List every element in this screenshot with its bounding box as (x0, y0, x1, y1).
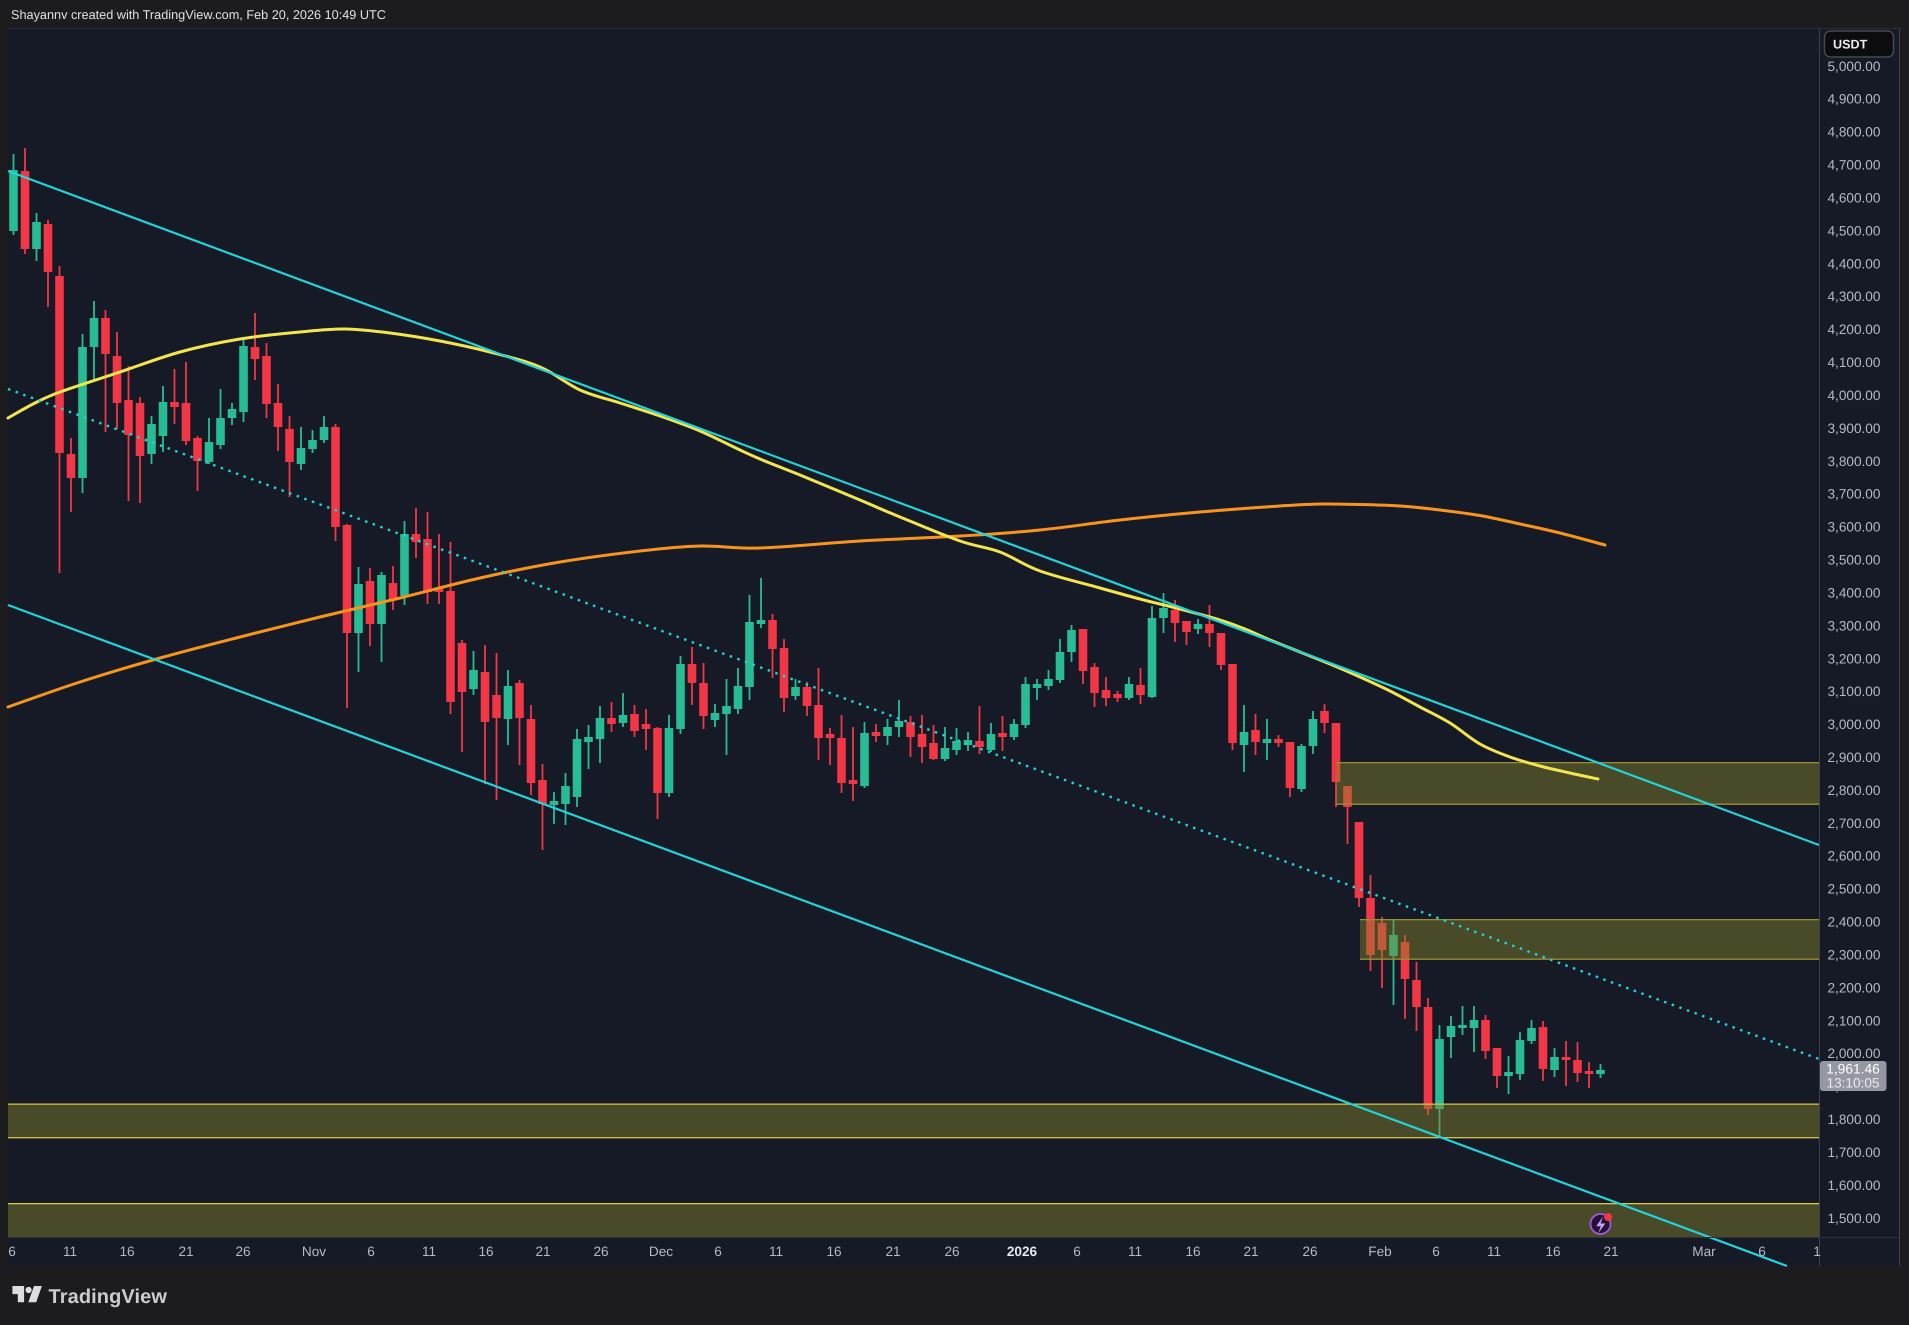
svg-text:21: 21 (178, 1244, 193, 1259)
svg-text:2,500.00: 2,500.00 (1828, 882, 1881, 897)
svg-text:11: 11 (769, 1244, 783, 1259)
svg-text:3,500.00: 3,500.00 (1828, 553, 1881, 568)
svg-text:16: 16 (478, 1244, 493, 1259)
svg-text:4,200.00: 4,200.00 (1828, 322, 1881, 337)
svg-text:6: 6 (8, 1244, 16, 1259)
svg-text:1,800.00: 1,800.00 (1828, 1112, 1881, 1127)
svg-text:2,600.00: 2,600.00 (1828, 849, 1881, 864)
svg-text:16: 16 (826, 1244, 841, 1259)
svg-text:13:10:05: 13:10:05 (1827, 1076, 1880, 1091)
svg-text:4,500.00: 4,500.00 (1828, 223, 1881, 238)
svg-text:3,700.00: 3,700.00 (1828, 487, 1881, 502)
svg-text:16: 16 (1545, 1244, 1560, 1259)
svg-text:11: 11 (422, 1244, 436, 1259)
svg-text:21: 21 (885, 1244, 900, 1259)
svg-text:11: 11 (1487, 1244, 1501, 1259)
svg-text:21: 21 (1603, 1244, 1618, 1259)
svg-text:3,300.00: 3,300.00 (1828, 618, 1881, 633)
svg-text:6: 6 (1432, 1244, 1440, 1259)
svg-text:TradingView: TradingView (49, 1286, 168, 1308)
svg-text:3,200.00: 3,200.00 (1828, 651, 1881, 666)
svg-text:2026: 2026 (1007, 1244, 1038, 1259)
svg-text:6: 6 (1073, 1244, 1081, 1259)
svg-text:USDT: USDT (1833, 37, 1868, 51)
svg-text:26: 26 (944, 1244, 959, 1259)
svg-text:3,800.00: 3,800.00 (1828, 454, 1881, 469)
svg-text:2,900.00: 2,900.00 (1828, 750, 1881, 765)
svg-text:4,900.00: 4,900.00 (1828, 92, 1881, 107)
svg-text:1,600.00: 1,600.00 (1828, 1178, 1881, 1193)
svg-text:2,800.00: 2,800.00 (1828, 783, 1881, 798)
svg-text:Dec: Dec (649, 1244, 673, 1259)
svg-text:26: 26 (593, 1244, 608, 1259)
svg-text:26: 26 (1302, 1244, 1317, 1259)
svg-text:21: 21 (1243, 1244, 1258, 1259)
svg-text:2,100.00: 2,100.00 (1828, 1013, 1881, 1028)
svg-text:6: 6 (367, 1244, 375, 1259)
svg-text:16: 16 (119, 1244, 134, 1259)
svg-text:1: 1 (1813, 1244, 1821, 1259)
svg-text:5,000.00: 5,000.00 (1828, 59, 1881, 74)
svg-text:6: 6 (1758, 1244, 1766, 1259)
svg-text:4,600.00: 4,600.00 (1828, 191, 1881, 206)
svg-text:3,000.00: 3,000.00 (1828, 717, 1881, 732)
svg-text:3,400.00: 3,400.00 (1828, 585, 1881, 600)
svg-text:Shayannv created with TradingV: Shayannv created with TradingView.com, F… (11, 8, 386, 22)
svg-text:16: 16 (1185, 1244, 1200, 1259)
svg-text:21: 21 (535, 1244, 550, 1259)
svg-text:11: 11 (63, 1244, 77, 1259)
svg-text:4,400.00: 4,400.00 (1828, 256, 1881, 271)
svg-text:Feb: Feb (1368, 1244, 1391, 1259)
svg-text:3,100.00: 3,100.00 (1828, 684, 1881, 699)
svg-text:3,600.00: 3,600.00 (1828, 520, 1881, 535)
svg-text:2,700.00: 2,700.00 (1828, 816, 1881, 831)
svg-text:11: 11 (1128, 1244, 1142, 1259)
svg-text:4,000.00: 4,000.00 (1828, 388, 1881, 403)
svg-text:2,400.00: 2,400.00 (1828, 915, 1881, 930)
svg-text:2,200.00: 2,200.00 (1828, 980, 1881, 995)
svg-text:6: 6 (714, 1244, 722, 1259)
svg-text:1,961.46: 1,961.46 (1826, 1062, 1880, 1077)
svg-text:26: 26 (235, 1244, 250, 1259)
svg-text:1,700.00: 1,700.00 (1828, 1145, 1881, 1160)
svg-text:Nov: Nov (302, 1244, 326, 1259)
svg-text:2,000.00: 2,000.00 (1828, 1046, 1881, 1061)
svg-text:1,500.00: 1,500.00 (1828, 1211, 1881, 1226)
svg-text:Mar: Mar (1692, 1244, 1716, 1259)
svg-text:4,100.00: 4,100.00 (1828, 355, 1881, 370)
svg-text:3,900.00: 3,900.00 (1828, 421, 1881, 436)
svg-text:4,700.00: 4,700.00 (1828, 158, 1881, 173)
svg-text:4,300.00: 4,300.00 (1828, 289, 1881, 304)
svg-text:4,800.00: 4,800.00 (1828, 125, 1881, 140)
svg-text:2,300.00: 2,300.00 (1828, 948, 1881, 963)
